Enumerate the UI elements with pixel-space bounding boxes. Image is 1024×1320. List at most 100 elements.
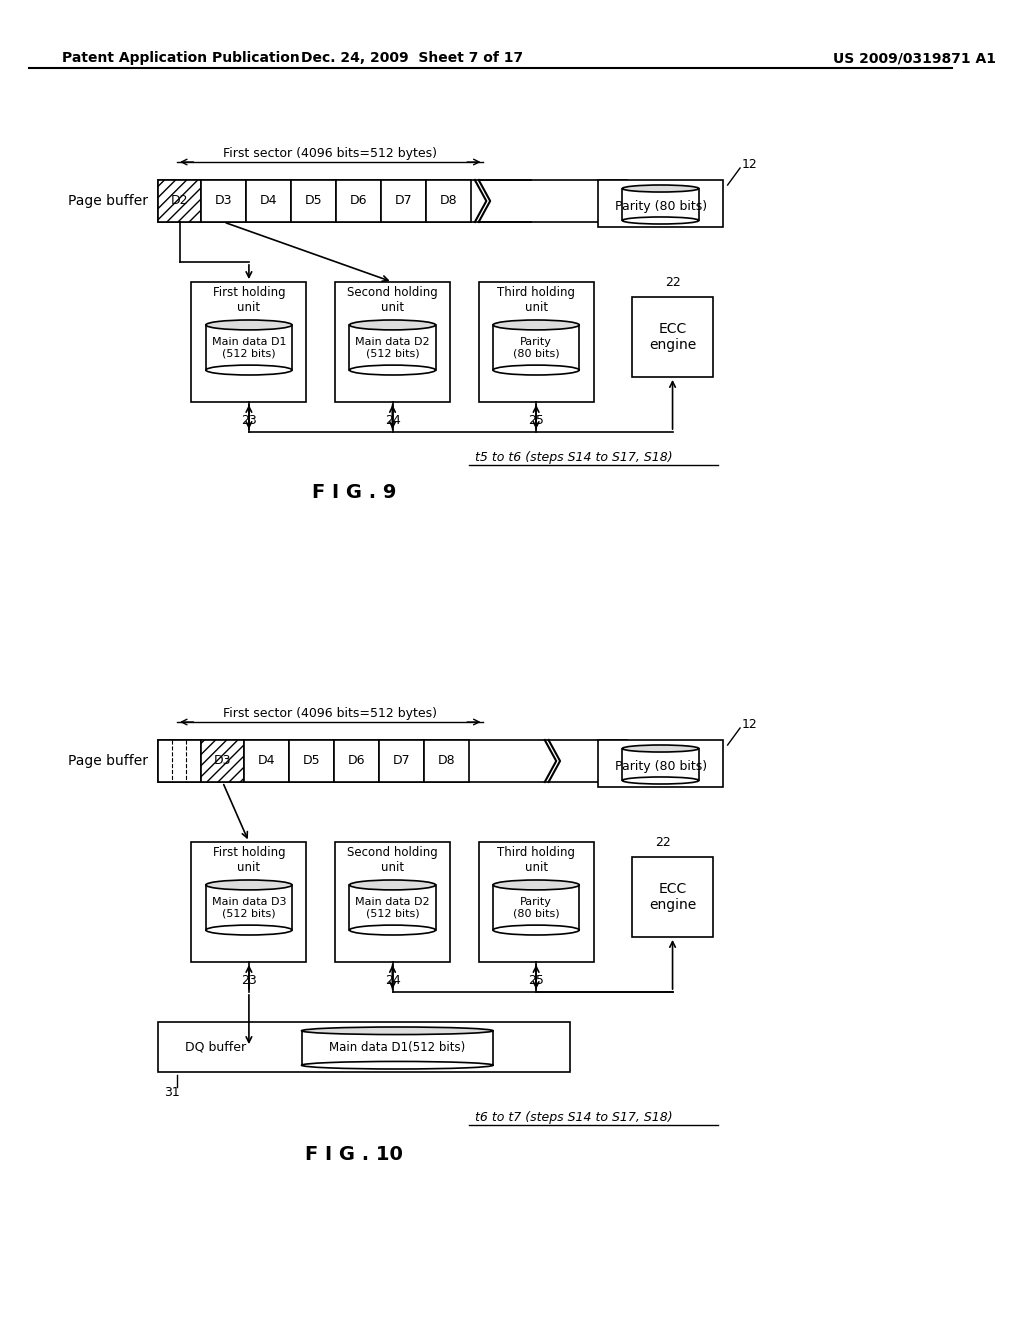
Text: ECC
engine: ECC engine [649,322,696,352]
Ellipse shape [623,216,699,224]
Bar [158,741,627,781]
Bar [206,884,292,931]
Bar [158,180,627,222]
Text: t6 to t7 (steps S14 to S17, S18): t6 to t7 (steps S14 to S17, S18) [475,1110,673,1123]
Ellipse shape [623,185,699,191]
Text: D6: D6 [350,194,368,207]
Text: Main data D1
(512 bits): Main data D1 (512 bits) [212,337,286,358]
Bar [349,884,435,931]
Bar [478,282,594,403]
Text: D5: D5 [303,755,321,767]
Text: D3: D3 [214,755,231,767]
Text: D5: D5 [305,194,323,207]
Text: Page buffer: Page buffer [69,194,148,209]
Text: Main data D2
(512 bits): Main data D2 (512 bits) [355,337,430,358]
Text: First holding
unit: First holding unit [213,286,286,314]
Bar [201,741,244,781]
Bar [598,741,723,787]
Text: D2: D2 [171,194,188,207]
Bar [291,180,336,222]
Bar [246,180,291,222]
Ellipse shape [302,1061,493,1069]
Bar [244,741,289,781]
Bar [302,1031,493,1065]
Ellipse shape [493,366,580,375]
Text: 23: 23 [241,413,257,426]
Bar [191,842,306,962]
Bar [158,1022,569,1072]
Bar [379,741,424,781]
Text: D7: D7 [394,194,413,207]
Text: First sector (4096 bits=512 bytes): First sector (4096 bits=512 bytes) [223,148,437,161]
Bar [493,325,580,370]
Text: Parity
(80 bits): Parity (80 bits) [513,337,559,358]
Ellipse shape [302,1027,493,1035]
Text: 24: 24 [385,974,400,986]
Text: Patent Application Publication: Patent Application Publication [62,51,300,65]
Bar [158,741,201,781]
Text: Parity (80 bits): Parity (80 bits) [614,760,707,774]
Bar [623,189,699,220]
Bar [632,297,714,378]
Ellipse shape [623,777,699,784]
Text: ECC
engine: ECC engine [649,882,696,912]
Ellipse shape [493,880,580,890]
Ellipse shape [206,319,292,330]
Text: Dec. 24, 2009  Sheet 7 of 17: Dec. 24, 2009 Sheet 7 of 17 [301,51,522,65]
Text: Third holding
unit: Third holding unit [497,286,575,314]
Text: Main data D2
(512 bits): Main data D2 (512 bits) [355,896,430,919]
Text: Parity
(80 bits): Parity (80 bits) [513,896,559,919]
Ellipse shape [493,925,580,935]
Text: 12: 12 [742,158,758,172]
Text: D4: D4 [258,755,275,767]
Ellipse shape [493,319,580,330]
Text: 22: 22 [655,836,671,849]
Text: D6: D6 [348,755,366,767]
Text: D8: D8 [438,755,456,767]
Text: D8: D8 [439,194,458,207]
Bar [334,741,379,781]
Bar [623,748,699,780]
Bar [201,180,246,222]
Ellipse shape [349,319,435,330]
Text: Third holding
unit: Third holding unit [497,846,575,874]
Text: F I G . 10: F I G . 10 [305,1146,403,1164]
Ellipse shape [206,925,292,935]
Bar [632,857,714,937]
Bar [206,325,292,370]
Bar [493,884,580,931]
Bar [381,180,426,222]
Ellipse shape [349,925,435,935]
Bar [426,180,471,222]
Text: 22: 22 [665,276,680,289]
Text: US 2009/0319871 A1: US 2009/0319871 A1 [833,51,996,65]
Bar [598,180,723,227]
Text: D4: D4 [260,194,278,207]
Text: DQ buffer: DQ buffer [185,1040,246,1053]
Text: Second holding
unit: Second holding unit [347,286,438,314]
Text: First holding
unit: First holding unit [213,846,286,874]
Bar [289,741,334,781]
Text: 23: 23 [241,974,257,986]
Text: D7: D7 [393,755,411,767]
Text: D3: D3 [215,194,232,207]
Bar [158,180,201,222]
Text: Main data D3
(512 bits): Main data D3 (512 bits) [212,896,286,919]
Bar [478,842,594,962]
Text: 12: 12 [742,718,758,731]
Ellipse shape [206,880,292,890]
Text: Parity (80 bits): Parity (80 bits) [614,201,707,213]
Text: F I G . 9: F I G . 9 [312,483,396,502]
Text: Main data D1(512 bits): Main data D1(512 bits) [329,1040,466,1053]
Text: Second holding
unit: Second holding unit [347,846,438,874]
Text: 25: 25 [528,974,544,986]
Text: 31: 31 [165,1085,180,1098]
Bar [424,741,469,781]
Ellipse shape [206,366,292,375]
Bar [336,180,381,222]
Ellipse shape [623,744,699,752]
Bar [349,325,435,370]
Bar [191,282,306,403]
Bar [335,282,450,403]
Bar [335,842,450,962]
